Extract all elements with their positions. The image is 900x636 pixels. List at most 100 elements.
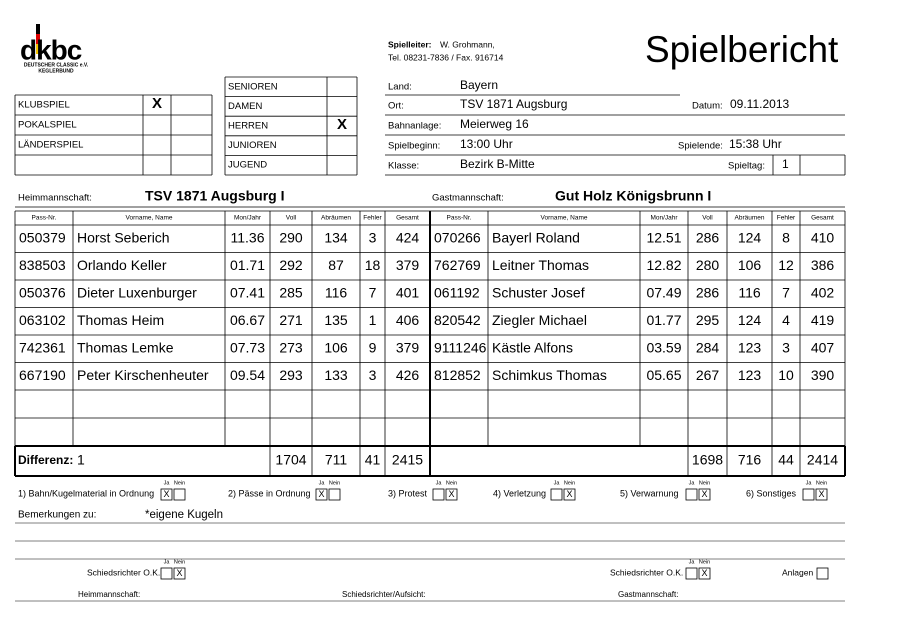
score: 295	[696, 312, 720, 328]
player-name: Thomas Heim	[77, 312, 164, 328]
class-label: JUNIOREN	[228, 140, 277, 151]
no-label: Nein	[174, 480, 185, 486]
player-name: Bayerl Roland	[492, 229, 580, 245]
yes-label: Ja	[806, 480, 813, 486]
check-label: 1) Bahn/Kugelmaterial in Ordnung	[18, 488, 154, 498]
pass-number: 9111246	[434, 339, 487, 355]
score: 124	[738, 229, 762, 245]
score: 3	[369, 367, 377, 383]
column-header: Vorname, Name	[541, 215, 588, 222]
score: 290	[279, 229, 303, 245]
score: 06.67	[230, 312, 265, 328]
total: 44	[778, 452, 794, 468]
checkbox	[328, 488, 341, 501]
checkbox	[815, 488, 828, 501]
checkbox	[432, 488, 445, 501]
checkbox	[685, 488, 698, 501]
yes-label: Ja	[554, 480, 561, 486]
value: TSV 1871 Augsburg	[460, 97, 567, 111]
label: Ort:	[388, 101, 404, 112]
score: 9	[369, 339, 377, 355]
no-label: Nein	[699, 480, 710, 486]
score: 05.65	[646, 367, 681, 383]
class-label: HERREN	[228, 121, 268, 132]
score: 123	[738, 367, 762, 383]
label: Datum:	[692, 101, 723, 112]
checkbox	[173, 567, 186, 580]
yes-label: Ja	[319, 480, 326, 486]
score: 135	[324, 312, 348, 328]
value: 15:38 Uhr	[729, 137, 782, 151]
score: 8	[782, 229, 790, 245]
checkbox	[160, 488, 173, 501]
total: 41	[365, 452, 381, 468]
total-label: Differenz:	[18, 453, 73, 467]
game-type-label: LÄNDERSPIEL	[18, 140, 83, 151]
yes-label: Ja	[164, 559, 171, 565]
label: Bemerkungen zu:	[18, 510, 96, 521]
label: Heimmannschaft:	[18, 193, 92, 204]
mark: X	[152, 95, 162, 112]
score: 01.71	[230, 257, 265, 273]
pass-number: 742361	[19, 339, 66, 355]
column-header: Pass-Nr.	[447, 215, 472, 222]
label: Spielleiter:	[388, 39, 432, 49]
score: 379	[396, 339, 420, 355]
total: 1704	[275, 452, 306, 468]
score: 379	[396, 257, 420, 273]
check-label: 2) Pässe in Ordnung	[228, 488, 311, 498]
score: 410	[811, 229, 835, 245]
pass-number: 667190	[19, 367, 66, 383]
label: Spielende:	[678, 141, 723, 152]
game-type-label: POKALSPIEL	[18, 120, 77, 131]
player-name: Orlando Keller	[77, 257, 167, 273]
score: 7	[782, 284, 790, 300]
score: 390	[811, 367, 835, 383]
score: 273	[279, 339, 303, 355]
check-mark: X	[566, 489, 572, 499]
check-mark: X	[701, 489, 707, 499]
score: 3	[782, 339, 790, 355]
score: 406	[396, 312, 420, 328]
label: Land:	[388, 82, 412, 93]
pass-number: 063102	[19, 312, 66, 328]
score: 124	[738, 312, 762, 328]
label: Gastmannschaft:	[432, 193, 504, 204]
score: 106	[738, 257, 762, 273]
label: Spieltag:	[728, 161, 765, 172]
score: 12.82	[646, 257, 681, 273]
pass-number: 820542	[434, 312, 481, 328]
value: 13:00 Uhr	[460, 137, 513, 151]
remark: *eigene Kugeln	[145, 509, 223, 521]
pass-number: 070266	[434, 229, 481, 245]
score: 402	[811, 284, 835, 300]
check-mark: X	[818, 489, 824, 499]
no-label: Nein	[174, 559, 185, 565]
no-label: Nein	[446, 480, 457, 486]
column-header: Voll	[702, 215, 713, 222]
checkbox	[698, 488, 711, 501]
score: 12.51	[646, 229, 681, 245]
value: Tel. 08231-7836 / Fax. 916714	[388, 52, 504, 62]
class-label: DAMEN	[228, 101, 262, 112]
class-label: SENIOREN	[228, 81, 278, 92]
column-header: Abräumen	[321, 215, 351, 222]
column-header: Gesamt	[396, 215, 419, 222]
signature-label: Schiedsrichter/Aufsicht:	[342, 590, 426, 599]
total: 1698	[692, 452, 723, 468]
label: Schiedsrichter O.K.	[610, 567, 683, 577]
player-name: Ziegler Michael	[492, 312, 587, 328]
yes-label: Ja	[689, 480, 696, 486]
pass-number: 050379	[19, 229, 66, 245]
column-header: Mon/Jahr	[234, 215, 262, 222]
label: Schiedsrichter O.K.	[87, 567, 160, 577]
pass-number: 762769	[434, 257, 481, 273]
yes-label: Ja	[689, 559, 696, 565]
score: 3	[369, 229, 377, 245]
pass-number: 838503	[19, 257, 66, 273]
score: 286	[696, 284, 720, 300]
score: 116	[738, 284, 761, 300]
score: 292	[279, 257, 303, 273]
column-header: Abräumen	[735, 215, 765, 222]
